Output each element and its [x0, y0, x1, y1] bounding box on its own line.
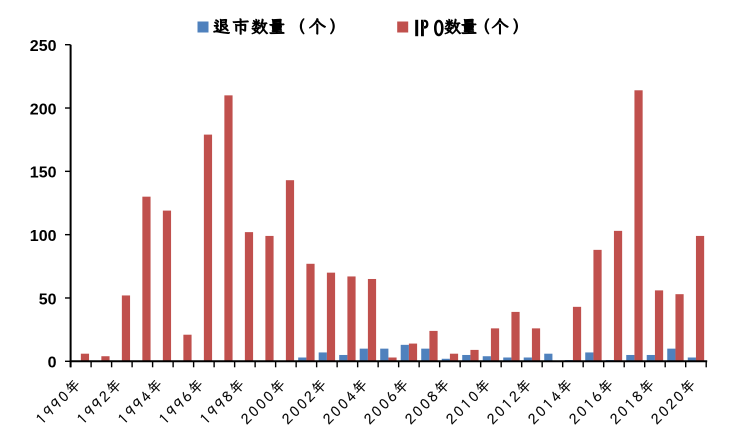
svg-text:50: 50	[39, 291, 57, 308]
svg-text:200: 200	[30, 101, 57, 118]
svg-text:100: 100	[30, 228, 57, 245]
svg-text:150: 150	[30, 165, 57, 182]
svg-text:250: 250	[30, 38, 57, 55]
svg-text:0: 0	[48, 355, 57, 372]
